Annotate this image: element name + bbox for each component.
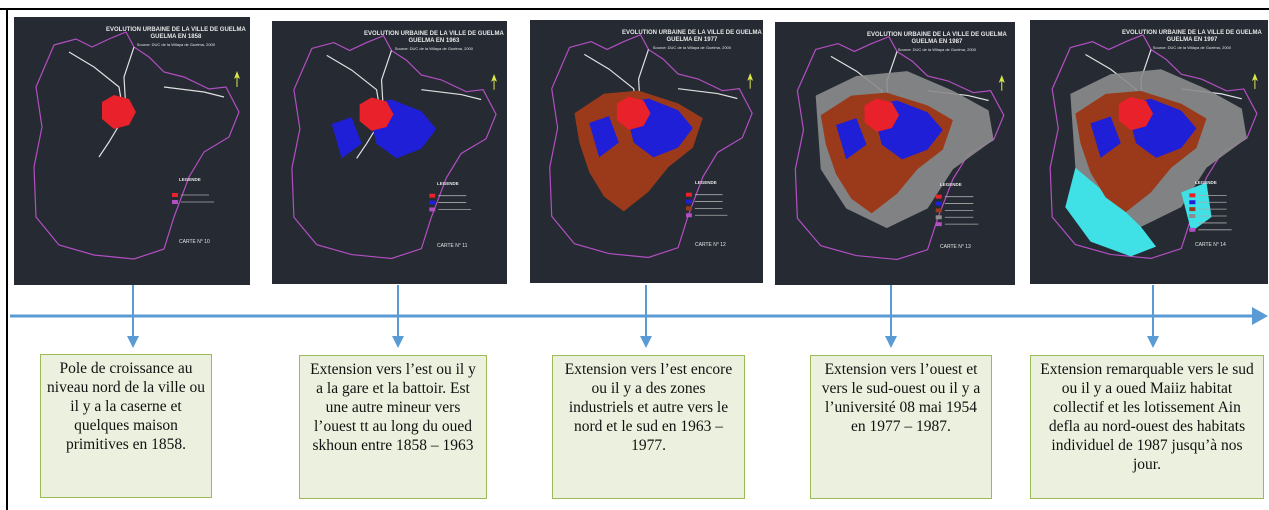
map-title: EVOLUTION URBAINE DE LA VILLE DE GUELMA G… xyxy=(106,27,246,48)
roads xyxy=(68,46,225,158)
map-year-line: GUELMA EN 1987 xyxy=(911,39,963,45)
extension-1858-1963 xyxy=(589,98,693,158)
map-title: EVOLUTION URBAINE DE LA VILLE DE GUELMA G… xyxy=(867,32,1007,53)
roads xyxy=(326,50,482,159)
map-number: CARTE N° 10 xyxy=(179,239,210,245)
map-1858: EVOLUTION URBAINE DE LA VILLE DE GUELMA G… xyxy=(14,17,250,285)
legend-title: LEGENDE xyxy=(1195,180,1217,185)
caption-1858: Pole de croissance au niveau nord de la … xyxy=(40,354,212,498)
map-year-line: GUELMA EN 1858 xyxy=(150,34,202,40)
legend-swatches xyxy=(685,192,728,218)
extension-1858-1963 xyxy=(331,99,437,159)
map-1977: EVOLUTION URBAINE DE LA VILLE DE GUELMA G… xyxy=(530,20,763,283)
legend-swatches xyxy=(935,194,979,227)
core-1858 xyxy=(864,98,900,132)
legend-title: LEGENDE xyxy=(437,181,459,186)
caption-1963: Extension vers l’est ou il y a la gare e… xyxy=(299,355,487,499)
commune-boundary xyxy=(33,31,240,260)
map-drawing xyxy=(291,34,498,260)
map-drawing xyxy=(33,31,240,260)
commune-boundary xyxy=(291,34,497,260)
caption-1858-text: Pole de croissance au niveau nord de la … xyxy=(47,360,205,453)
map-title: EVOLUTION URBAINE DE LA VILLE DE GUELMA G… xyxy=(364,31,504,52)
connector-5 xyxy=(1147,285,1159,348)
north-arrow-icon xyxy=(1251,73,1258,89)
map-title-line: EVOLUTION URBAINE DE LA VILLE DE GUELMA xyxy=(364,31,504,37)
caption-1977: Extension vers l’est encore ou il y a de… xyxy=(552,355,745,499)
map-title-line: EVOLUTION URBAINE DE LA VILLE DE GUELMA xyxy=(622,30,762,36)
extension-1987-1997 xyxy=(1065,167,1212,257)
legend-swatches xyxy=(172,193,214,204)
map-1987: EVOLUTION URBAINE DE LA VILLE DE GUELMA G… xyxy=(775,22,1015,285)
map-drawing xyxy=(549,33,754,259)
map-number: CARTE N° 11 xyxy=(437,243,468,249)
north-arrow-icon xyxy=(491,73,498,90)
caption-1963-text: Extension vers l’est ou il y a la gare e… xyxy=(310,361,476,454)
north-arrow-icon xyxy=(998,74,1005,91)
map-year-line: GUELMA EN 1977 xyxy=(666,37,718,43)
map-1963: EVOLUTION URBAINE DE LA VILLE DE GUELMA G… xyxy=(272,21,507,284)
map-number: CARTE N° 12 xyxy=(695,242,726,248)
map-source-line: Source: DUC de la Wilaya de Guelma, 2000 xyxy=(1152,45,1232,50)
north-arrow-icon xyxy=(234,71,240,87)
map-number: CARTE N° 13 xyxy=(940,244,971,250)
map-year-line: GUELMA EN 1997 xyxy=(1166,37,1218,43)
map-source-line: Source: DUC de la Wilaya de Guelma, 2000 xyxy=(652,45,732,50)
map-1997: EVOLUTION URBAINE DE LA VILLE DE GUELMA G… xyxy=(1030,20,1268,284)
map-title-line: EVOLUTION URBAINE DE LA VILLE DE GUELMA xyxy=(1122,30,1262,36)
extension-1858-1963 xyxy=(1090,98,1197,158)
north-arrow-icon xyxy=(747,72,754,89)
connector-3 xyxy=(640,285,652,348)
map-title: EVOLUTION URBAINE DE LA VILLE DE GUELMA G… xyxy=(1122,30,1262,51)
map-title-line: EVOLUTION URBAINE DE LA VILLE DE GUELMA xyxy=(106,27,246,33)
connector-4 xyxy=(885,285,897,348)
frame-top-border xyxy=(0,8,1269,10)
connector-1 xyxy=(127,285,139,348)
legend-swatches xyxy=(1189,193,1232,232)
caption-1997-text: Extension remarquable vers le sud ou il … xyxy=(1040,361,1254,473)
map-year-line: GUELMA EN 1963 xyxy=(408,38,460,44)
extension-1858-1963 xyxy=(836,100,943,160)
legend-title: LEGENDE xyxy=(179,177,201,182)
commune-boundary xyxy=(549,33,753,259)
connector-2 xyxy=(392,285,404,348)
map-drawing xyxy=(794,35,1005,261)
timeline-arrowhead xyxy=(1252,307,1268,325)
map-title: EVOLUTION URBAINE DE LA VILLE DE GUELMA G… xyxy=(622,30,762,51)
core-1858 xyxy=(102,95,136,129)
caption-1987-text: Extension vers l’ouest et vers le sud-ou… xyxy=(821,361,981,435)
map-source-line: Source: DUC de la Wilaya de Guelma, 2000 xyxy=(897,47,977,52)
map-title-line: EVOLUTION URBAINE DE LA VILLE DE GUELMA xyxy=(867,32,1007,38)
map-number: CARTE N° 14 xyxy=(1195,242,1226,248)
legend-title: LEGENDE xyxy=(695,180,717,185)
legend-title: LEGENDE xyxy=(940,182,962,187)
map-source-line: Source: DUC de la Wilaya de Guelma, 2000 xyxy=(394,46,474,51)
caption-1997: Extension remarquable vers le sud ou il … xyxy=(1030,355,1264,499)
core-1858 xyxy=(1118,96,1154,131)
caption-1987: Extension vers l’ouest et vers le sud-ou… xyxy=(810,355,992,499)
core-1858 xyxy=(359,97,394,131)
map-drawing xyxy=(1049,34,1258,259)
legend-swatches xyxy=(429,193,472,212)
frame-left-border xyxy=(6,8,8,510)
map-source-line: Source: DUC de la Wilaya de Guelma, 2000 xyxy=(136,42,216,47)
core-1858 xyxy=(616,96,651,130)
caption-1977-text: Extension vers l’est encore ou il y a de… xyxy=(564,361,733,454)
